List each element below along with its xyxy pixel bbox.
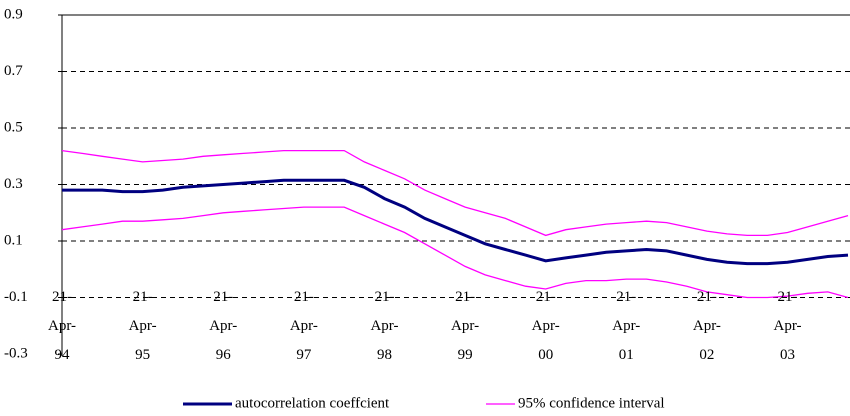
x-tick-label: 21-Apr-99 <box>451 288 480 363</box>
x-tick-label: 21-Apr-95 <box>128 288 157 363</box>
y-tick-label: 0.1 <box>4 232 23 248</box>
y-tick-label: -0.3 <box>4 345 28 361</box>
legend-label: 95% confidence interval <box>518 395 665 411</box>
legend-label: autocorrelation coeffcient <box>235 395 390 411</box>
x-tick-label: 21-Apr-03 <box>773 288 802 363</box>
series-line <box>62 178 849 266</box>
x-tick-label: 21-Apr-02 <box>692 288 721 363</box>
x-tick-label: 21-Apr-97 <box>289 288 318 363</box>
series-line <box>61 149 849 237</box>
y-tick-label: 0.3 <box>4 176 23 192</box>
y-tick-label: 0.7 <box>4 63 23 79</box>
x-tick-label: 21-Apr-94 <box>47 288 77 363</box>
y-tick-label: -0.1 <box>4 289 28 305</box>
x-tick-label: 21-Apr-96 <box>209 288 238 363</box>
y-tick-label: 0.5 <box>4 119 23 135</box>
y-tick-label: 0.9 <box>4 6 23 22</box>
x-tick-label: 21-Apr-01 <box>612 288 641 363</box>
x-tick-label: 21-Apr-00 <box>531 288 560 363</box>
x-tick-label: 21-Apr-98 <box>370 288 399 363</box>
series-line <box>61 206 849 299</box>
